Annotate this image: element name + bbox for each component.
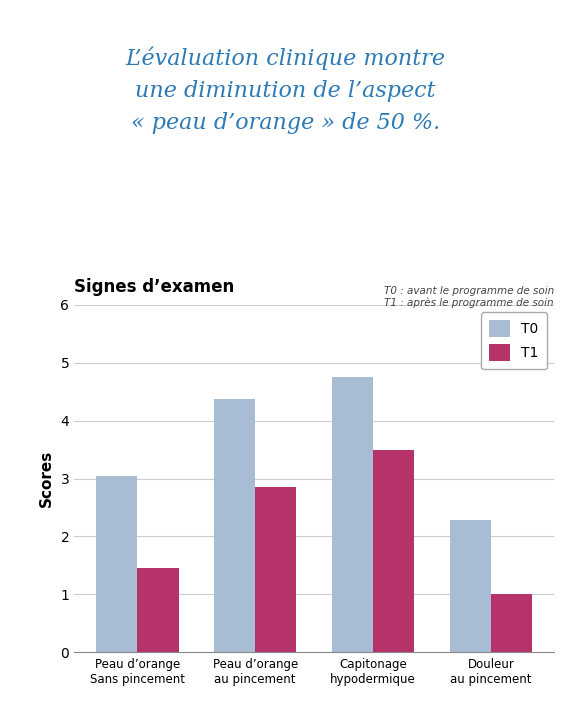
Bar	[449, 520, 491, 652]
Bar	[214, 398, 255, 652]
Bar	[373, 450, 414, 652]
Text: L’évaluation clinique montre
une diminution de l’aspect
« peau d’orange » de 50 : L’évaluation clinique montre une diminut…	[126, 46, 445, 134]
Bar	[332, 377, 373, 652]
Text: Signes d’examen: Signes d’examen	[74, 279, 235, 296]
Bar	[137, 569, 179, 652]
Bar	[491, 594, 532, 652]
Text: T0 : avant le programme de soin
T1 : après le programme de soin: T0 : avant le programme de soin T1 : apr…	[384, 286, 554, 308]
Bar	[255, 487, 296, 652]
Y-axis label: Scores: Scores	[39, 450, 54, 507]
Bar	[96, 476, 137, 652]
Legend: T0, T1: T0, T1	[481, 312, 547, 369]
